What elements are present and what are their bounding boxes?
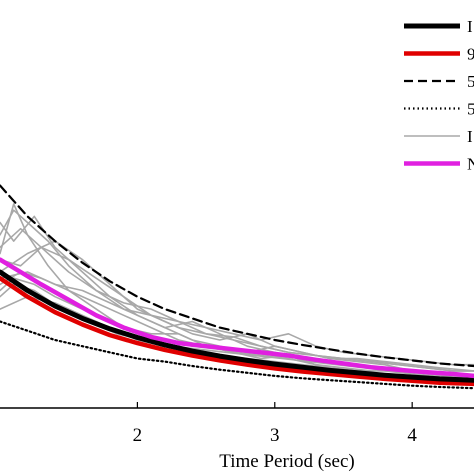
series-line-1: [0, 215, 474, 382]
series-line-8: [0, 227, 474, 372]
axes: 2 3 4: [0, 402, 474, 446]
legend-label-4: I: [467, 127, 473, 146]
series-line-12: [0, 184, 474, 368]
x-axis-label: Time Period (sec): [219, 451, 354, 472]
x-tick-label-1: 3: [270, 425, 280, 446]
plot-area: [0, 184, 474, 390]
series-line-15: [0, 257, 474, 379]
legend-label-1: 9: [467, 45, 474, 64]
legend-label-0: I: [467, 17, 473, 36]
series-line-3: [0, 209, 474, 372]
legend-label-2: 5: [467, 72, 474, 91]
legend-label-3: 5: [467, 100, 474, 119]
series-line-14: [0, 269, 474, 383]
legend-label-5: N: [467, 155, 474, 174]
series-line-6: [0, 246, 474, 366]
series-line-13: [0, 275, 474, 387]
series-line-11: [0, 320, 474, 390]
x-tick-label-0: 2: [133, 425, 143, 446]
x-tick-label-2: 4: [407, 425, 417, 446]
